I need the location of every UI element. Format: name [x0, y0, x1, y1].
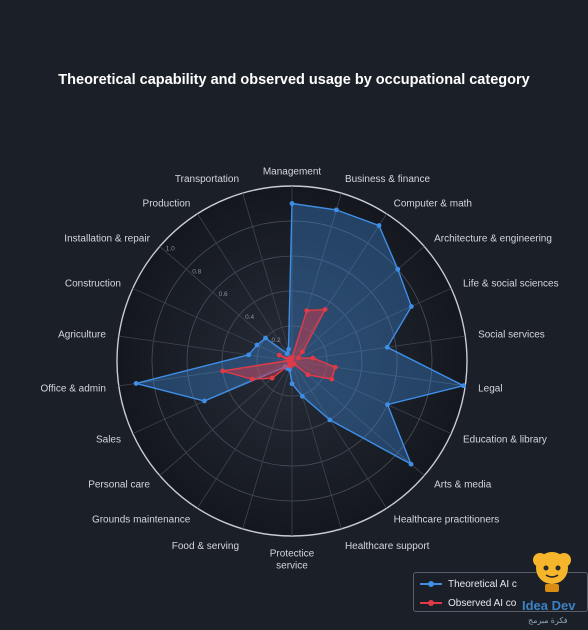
theoretical-point — [246, 352, 252, 358]
radial-tick-label: 0.6 — [219, 291, 228, 298]
observed-point — [295, 355, 301, 361]
legend-item-theoretical: Theoretical AI c — [414, 576, 587, 592]
observed-point — [276, 352, 282, 358]
theoretical-point — [289, 381, 295, 387]
category-label: Food & serving — [172, 541, 239, 552]
observed-point — [220, 368, 226, 374]
category-label: Architecture & engineering — [434, 233, 552, 244]
watermark-subtext: فكرة مبرمج — [528, 616, 568, 625]
grid-spoke — [197, 360, 293, 509]
theoretical-point — [289, 201, 295, 206]
legend-swatch-observed — [420, 598, 442, 608]
radial-tick-label: 1.0 — [166, 245, 175, 252]
category-label: Healthcare support — [345, 541, 430, 552]
theoretical-point — [284, 351, 290, 357]
legend-item-observed: Observed AI co — [414, 595, 587, 611]
grid-spoke — [291, 246, 425, 362]
category-label: Protectice service — [270, 549, 315, 572]
observed-point — [322, 307, 328, 312]
observed-point — [300, 349, 305, 355]
grid-spoke — [242, 360, 293, 530]
category-label: Life & social sciences — [463, 278, 559, 289]
category-label: Business & finance — [345, 174, 430, 185]
legend-label-observed: Observed AI co — [448, 597, 517, 609]
theoretical-point — [408, 304, 414, 309]
grid-spoke — [291, 360, 387, 509]
category-label: Social services — [478, 330, 545, 341]
grid-spoke — [291, 213, 387, 362]
observed-point — [249, 376, 255, 382]
radial-tick-label: 0.8 — [192, 268, 201, 275]
observed-point — [304, 308, 310, 314]
theoretical-point — [202, 398, 207, 404]
theoretical-point — [254, 342, 260, 348]
grid-spoke — [159, 360, 293, 476]
category-label: Management — [263, 167, 322, 178]
grid-spoke — [291, 335, 466, 362]
theoretical-point — [461, 383, 466, 389]
theoretical-point — [333, 207, 339, 213]
category-label: Office & admin — [41, 383, 106, 394]
category-label: Production — [143, 198, 191, 209]
category-label: Construction — [65, 278, 121, 289]
theoretical-point — [408, 461, 414, 467]
radial-tick-label: 0.4 — [245, 314, 254, 321]
observed-point — [329, 376, 335, 382]
theoretical-point — [286, 346, 291, 352]
category-label: Sales — [96, 435, 121, 446]
theoretical-point — [263, 335, 268, 341]
grid-spoke — [291, 360, 466, 387]
radial-tick-label: 0.2 — [272, 337, 281, 344]
category-label: Installation & repair — [64, 233, 150, 244]
category-label: Grounds maintenance — [92, 515, 191, 526]
category-label: Arts & media — [434, 480, 492, 491]
observed-point — [332, 364, 338, 370]
category-label: Personal care — [88, 480, 150, 491]
theoretical-point — [384, 344, 390, 350]
category-label: Legal — [478, 383, 502, 394]
observed-point — [269, 375, 275, 381]
legend-swatch-theoretical — [420, 579, 442, 589]
grid-spoke — [118, 335, 293, 362]
category-label: Healthcare practitioners — [394, 515, 500, 526]
category-label: Computer & math — [394, 198, 472, 209]
theoretical-point — [299, 393, 305, 399]
theoretical-point — [376, 223, 382, 228]
grid-spoke — [242, 192, 293, 362]
chart-title: Theoretical capability and observed usag… — [58, 72, 530, 88]
theoretical-point — [385, 402, 390, 408]
observed-point — [305, 372, 311, 378]
grid-spoke — [291, 360, 342, 530]
category-label: Agriculture — [58, 330, 106, 341]
grid-spoke — [132, 287, 293, 362]
category-label: Education & library — [463, 435, 547, 446]
observed-point — [310, 355, 316, 361]
watermark: Idea Dev فكرة مبرمج — [522, 548, 588, 630]
category-label: Transportation — [175, 174, 239, 185]
lightbulb-mascot-icon — [533, 552, 571, 592]
theoretical-point — [327, 417, 333, 423]
grid-spoke — [291, 360, 425, 476]
grid-spoke — [291, 287, 452, 362]
theoretical-point — [395, 266, 401, 272]
watermark-text: Idea Dev — [522, 598, 576, 613]
grid-spoke — [291, 360, 452, 435]
observed-point — [289, 356, 294, 362]
legend-label-theoretical: Theoretical AI c — [448, 578, 517, 590]
theoretical-point — [133, 381, 139, 386]
grid-spoke — [197, 213, 293, 362]
